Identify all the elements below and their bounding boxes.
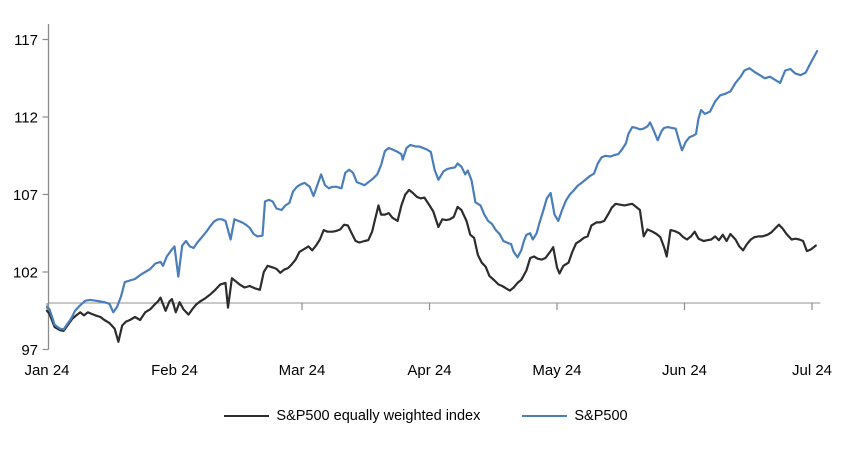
y-tick-label: 97 (21, 342, 38, 359)
y-tick-label: 102 (13, 265, 38, 282)
x-tick-label: Jun 24 (662, 362, 707, 379)
legend-label-equal-weight: S&P500 equally weighted index (276, 408, 481, 424)
x-tick-label: May 24 (532, 362, 581, 379)
x-tick-label: Jul 24 (792, 362, 832, 379)
chart-plot-area: Jan 24 Feb 24 Mar 24 Apr 24 May 24 Jun 24 Jul … (13, 24, 832, 379)
legend-label-sp500: S&P500 (574, 408, 628, 424)
y-tick-label: 112 (14, 110, 38, 127)
y-tick-label: 117 (14, 32, 38, 49)
x-tick-label: Apr 24 (407, 362, 451, 379)
series-line-sp500 (45, 49, 819, 331)
series-line-equal-weight (45, 188, 817, 343)
legend-item-sp500: S&P500 (522, 408, 628, 424)
legend-swatch-sp500 (522, 414, 568, 418)
y-tick-label: 107 (13, 187, 38, 204)
chart-legend: S&P500 equally weighted index S&P500 (0, 408, 852, 424)
legend-item-equal-weight: S&P500 equally weighted index (224, 408, 480, 424)
x-tick-label: Jan 24 (24, 362, 69, 379)
x-tick-label: Feb 24 (151, 362, 198, 379)
legend-swatch-equal-weight (224, 414, 270, 418)
x-tick-label: Mar 24 (279, 362, 326, 379)
